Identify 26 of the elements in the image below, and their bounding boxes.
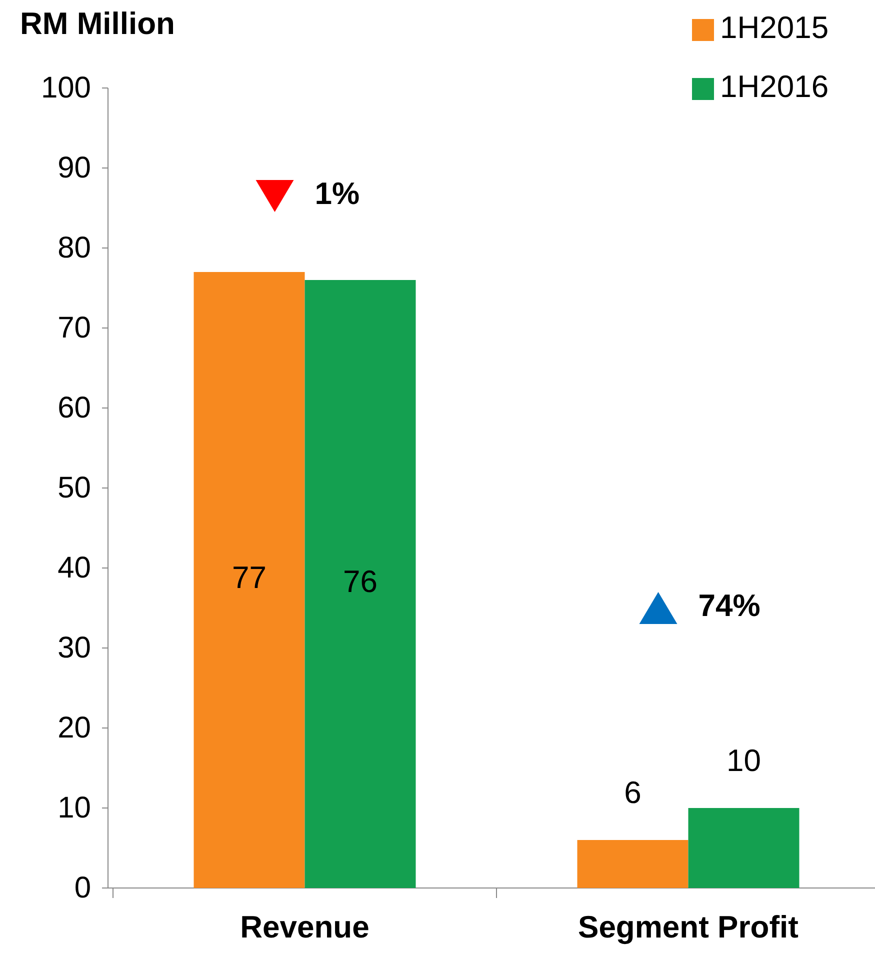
data-label: 10 <box>726 743 761 778</box>
y-axis-title: RM Million <box>20 6 175 41</box>
y-tick-label: 100 <box>40 72 91 105</box>
annotation: 74% <box>698 588 760 624</box>
y-tick-label: 50 <box>58 472 91 505</box>
y-tick-label: 0 <box>74 872 91 905</box>
y-tick-label: 10 <box>58 792 91 825</box>
y-tick-label: 30 <box>58 632 91 665</box>
bar <box>577 840 688 888</box>
bar <box>304 280 416 888</box>
y-tick-label: 60 <box>58 392 91 425</box>
x-tick-label: Segment Profit <box>578 910 798 944</box>
annotation: 1% <box>314 176 360 212</box>
x-tick-label: Revenue <box>240 910 370 944</box>
legend-label: 1H2015 <box>720 10 829 46</box>
bar <box>194 272 305 888</box>
legend-label: 1H2016 <box>720 69 829 104</box>
data-label: 77 <box>232 560 266 596</box>
data-label: 76 <box>343 564 378 600</box>
y-tick-label: 40 <box>58 552 91 585</box>
y-tick-label: 20 <box>58 712 91 745</box>
bar <box>688 808 800 888</box>
y-tick-label: 70 <box>58 312 91 345</box>
y-tick-label: 80 <box>58 232 91 265</box>
y-tick-label: 90 <box>58 152 91 185</box>
data-label: 6 <box>624 775 642 810</box>
